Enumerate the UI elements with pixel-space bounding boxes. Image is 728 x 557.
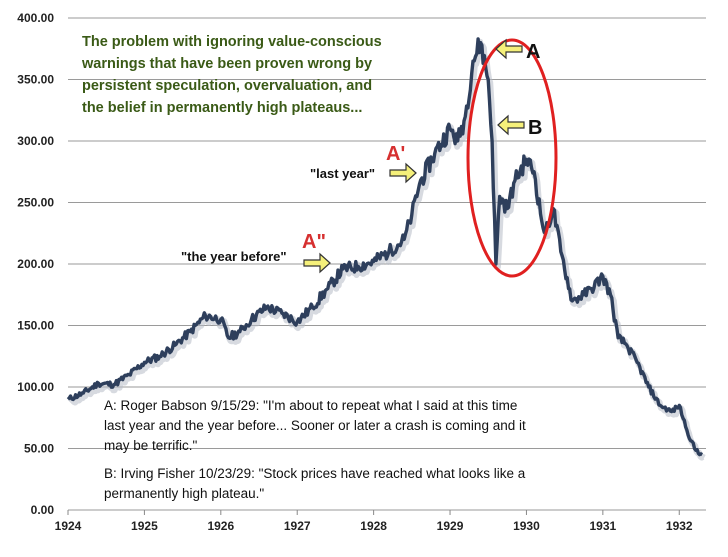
mark-a-prime: A'	[386, 143, 405, 165]
quote-b-line: B: Irving Fisher 10/23/29: "Stock prices…	[104, 466, 526, 481]
intro-text-line: The problem with ignoring value-consciou…	[82, 34, 382, 50]
intro-text-line: warnings that have been proven wrong by	[81, 56, 372, 72]
series-line	[66, 37, 704, 457]
x-tick-label: 1926	[207, 519, 234, 533]
x-tick-label: 1931	[589, 519, 616, 533]
quote-a-line: A: Roger Babson 9/15/29: "I'm about to r…	[104, 398, 517, 413]
quote-a-line: may be terrific."	[104, 438, 198, 453]
y-axis-ticks: 0.00 50.00 100.00 150.00 200.00 250.00 300.00 3…	[17, 11, 54, 517]
mark-a: A	[526, 41, 540, 63]
y-tick-label: 100.00	[17, 380, 54, 394]
x-tick-label: 1925	[131, 519, 158, 533]
x-tick-label: 1928	[360, 519, 387, 533]
arrow-year-before	[303, 252, 331, 274]
intro-text-line: the belief in permanently high plateaus.…	[82, 100, 362, 116]
intro-text-line: persistent speculation, overvaluation, a…	[82, 78, 372, 94]
x-axis-ticks: 1924 1925 1926 1927 1928 1929 1930 1931 1932	[55, 510, 693, 533]
crash-ellipse	[466, 38, 558, 278]
x-tick-label: 1930	[513, 519, 540, 533]
x-tick-label: 1932	[666, 519, 693, 533]
x-tick-label: 1927	[284, 519, 311, 533]
y-tick-label: 150.00	[17, 319, 54, 333]
x-tick-label: 1924	[55, 519, 82, 533]
gridlines	[68, 17, 706, 511]
arrow-b	[497, 114, 525, 136]
y-tick-label: 350.00	[17, 73, 54, 87]
y-tick-label: 50.00	[24, 442, 54, 456]
x-tick-label: 1929	[437, 519, 464, 533]
y-tick-label: 300.00	[17, 134, 54, 148]
mark-a-double-prime: A"	[302, 231, 326, 253]
label-year-before: "the year before"	[181, 249, 287, 264]
y-tick-label: 200.00	[17, 257, 54, 271]
mark-b: B	[528, 117, 542, 139]
quote-b-line: permanently high plateau."	[104, 486, 264, 501]
y-tick-label: 250.00	[17, 196, 54, 210]
quote-a-line: last year and the year before... Sooner …	[104, 418, 526, 433]
annotations: The problem with ignoring value-consciou…	[81, 34, 558, 501]
label-last-year: "last year"	[310, 166, 375, 181]
y-tick-label: 0.00	[31, 503, 55, 517]
arrow-last-year	[389, 162, 417, 184]
y-tick-label: 400.00	[17, 11, 54, 25]
arrow-a	[495, 38, 523, 60]
series-layer	[66, 37, 706, 461]
